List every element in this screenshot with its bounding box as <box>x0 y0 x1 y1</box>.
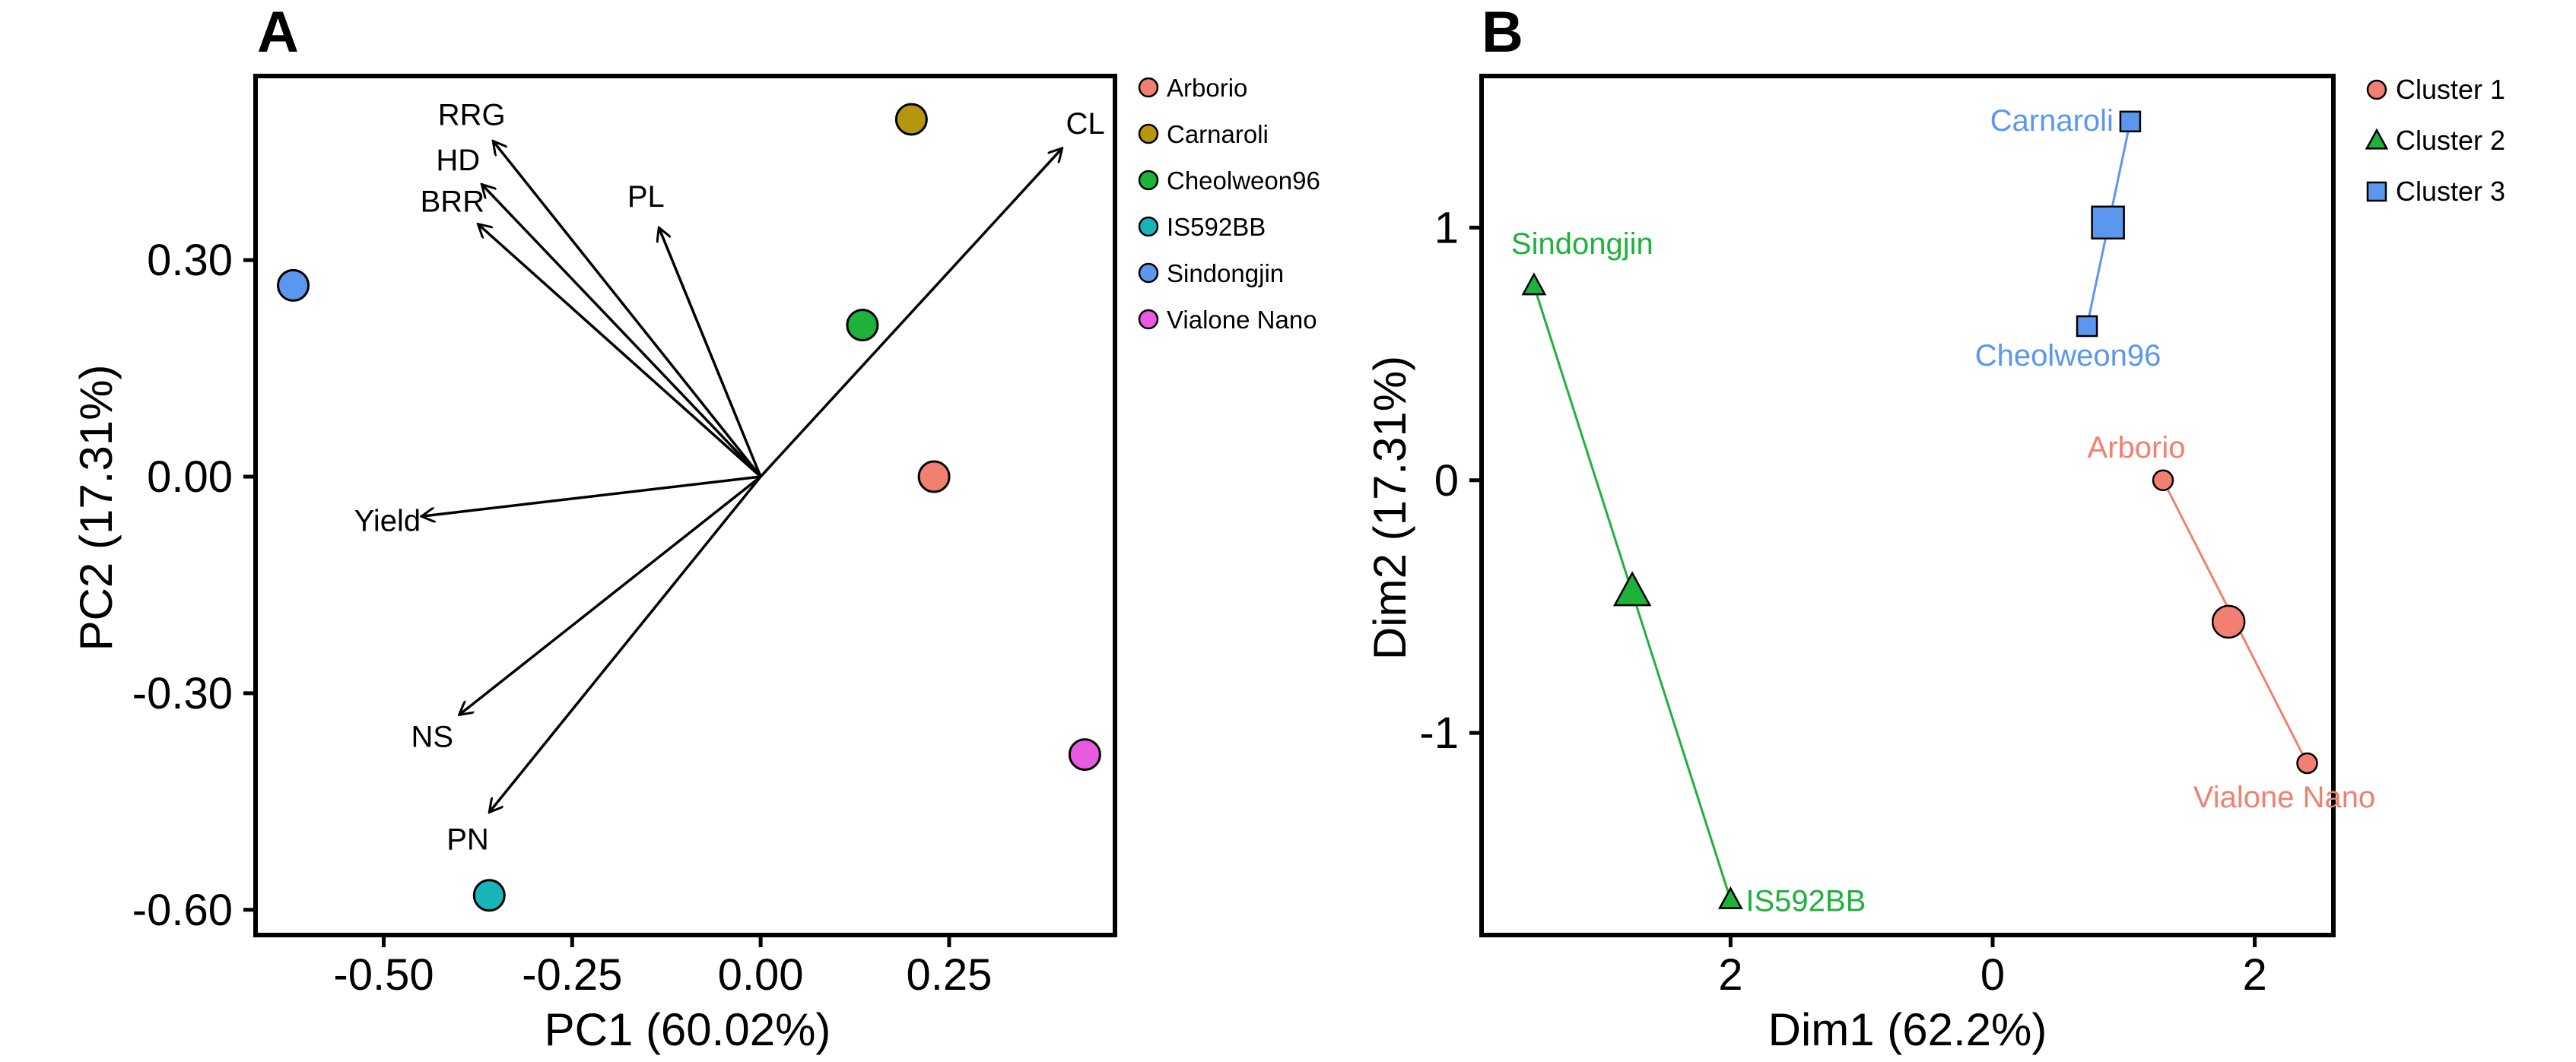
point-vialone-nano <box>2296 752 2318 775</box>
point-cheolweon96 <box>2076 315 2098 338</box>
centroid-cluster-1 <box>2211 604 2246 639</box>
legend-marker-is592bb <box>1138 216 1159 237</box>
point-label-arborio: Arborio <box>2088 431 2186 464</box>
legend-label-is592bb: IS592BB <box>1167 213 1266 241</box>
y-tick-label: -1 <box>1419 709 1459 758</box>
loading-arrow-pl <box>659 227 762 477</box>
point-carnaroli <box>2119 110 2142 133</box>
legend-label-cheolweon96: Cheolweon96 <box>1167 166 1320 195</box>
loading-arrow-brr <box>478 224 762 478</box>
point-label-vialone-nano: Vialone Nano <box>2193 781 2375 814</box>
legend-label-cluster-1: Cluster 1 <box>2396 74 2505 105</box>
centroid-cluster-3 <box>2091 205 2125 240</box>
panel-b-x-axis: 2 0 2 <box>1718 935 2267 1000</box>
y-tick-label: 0.30 <box>147 236 233 285</box>
point-label-sindongjin: Sindongjin <box>1511 227 1653 261</box>
point-sindongjin <box>1521 272 1547 296</box>
legend-label-cluster-2: Cluster 2 <box>2396 125 2505 156</box>
x-tick-label: 2 <box>1718 950 1742 1000</box>
arrow-label-ns: NS <box>411 720 454 753</box>
panel-a-x-axis-title: PC1 (60.02%) <box>545 1004 831 1055</box>
point-label-is592bb: IS592BB <box>1745 884 1866 918</box>
panel-b-y-axis-title: Dim2 (17.31%) <box>1364 356 1415 660</box>
panel-a-y-axis-title: PC2 (17.31%) <box>71 365 122 651</box>
legend-marker-carnaroli <box>1138 123 1159 144</box>
point-cheolweon96 <box>846 309 879 342</box>
point-vialone-nano <box>1068 738 1101 772</box>
legend-label-carnaroli: Carnaroli <box>1167 120 1269 148</box>
y-tick-label: 1 <box>1434 203 1459 252</box>
legend-marker-arborio <box>1138 77 1159 98</box>
panel-b: B Arborio Vialone Nano Sindongjin IS592BB Ca… <box>1364 0 2505 1055</box>
panel-a-plot-frame <box>253 74 1117 937</box>
legend-label-arborio: Arborio <box>1167 74 1247 102</box>
arrow-label-rrg: RRG <box>438 98 506 132</box>
legend-label-vialone-nano: Vialone Nano <box>1167 306 1317 334</box>
x-tick-label: 0 <box>1980 950 2005 1000</box>
centroid-cluster-2 <box>1612 571 1652 607</box>
arrow-label-yield: Yield <box>354 504 421 537</box>
y-tick-label: 0.00 <box>147 452 233 502</box>
loading-arrow-cl <box>759 148 1062 478</box>
loading-arrow-pn <box>489 475 762 813</box>
legend-marker-cheolweon96 <box>1138 170 1159 191</box>
panel-a-label: A <box>257 0 299 65</box>
arrow-label-pn: PN <box>446 823 489 857</box>
point-arborio <box>917 460 951 493</box>
panel-b-y-axis: 1 0 -1 <box>1419 203 1482 758</box>
arrow-label-hd: HD <box>436 144 480 177</box>
arrow-label-brr: BRR <box>421 185 484 219</box>
point-is592bb <box>472 879 506 912</box>
legend-marker-cluster-3 <box>2366 181 2387 202</box>
panel-a-y-axis: 0.30 0.00 -0.30 -0.60 <box>132 236 256 935</box>
panel-a-x-axis: -0.50 -0.25 0.00 0.25 <box>333 935 992 1000</box>
panel-a-arrow-labels: RRG HD BRR PL CL Yield NS PN <box>354 98 1105 856</box>
loading-arrow-rrg <box>493 141 762 478</box>
panel-b-points <box>1521 110 2318 909</box>
legend-label-cluster-3: Cluster 3 <box>2396 176 2505 207</box>
point-sindongjin <box>277 268 310 302</box>
legend-label-sindongjin: Sindongjin <box>1167 259 1284 287</box>
x-tick-label: -0.25 <box>522 950 622 1000</box>
legend-marker-cluster-1 <box>2366 79 2387 100</box>
y-tick-label: -0.30 <box>132 669 233 718</box>
y-tick-label: -0.60 <box>132 886 233 935</box>
panel-b-plot-frame <box>1479 74 2336 937</box>
legend-marker-vialone-nano <box>1138 309 1159 330</box>
panel-b-point-labels: Arborio Vialone Nano Sindongjin IS592BB Carn… <box>1511 104 2375 918</box>
loading-arrow-yield <box>421 475 761 516</box>
legend-marker-sindongjin <box>1138 262 1159 284</box>
point-is592bb <box>1717 886 1743 909</box>
panel-a-legend: Arborio Carnaroli Cheolweon96 IS592BB Sindon… <box>1138 74 1320 334</box>
loading-arrow-ns <box>459 475 762 715</box>
panel-a-loading-arrows <box>421 141 1062 812</box>
point-label-carnaroli: Carnaroli <box>1990 104 2114 138</box>
x-tick-label: -0.50 <box>333 950 434 1000</box>
point-label-cheolweon96: Cheolweon96 <box>1975 339 2161 372</box>
x-tick-label: 2 <box>2242 950 2266 1000</box>
loading-arrow-hd <box>481 184 762 478</box>
panel-a-points <box>277 103 1101 912</box>
x-tick-label: 0.00 <box>718 950 804 1000</box>
legend-marker-cluster-2 <box>2365 128 2389 150</box>
arrow-label-cl: CL <box>1066 107 1104 141</box>
point-carnaroli <box>894 103 928 136</box>
panel-b-label: B <box>1482 0 1523 65</box>
point-arborio <box>2152 469 2174 492</box>
panel-b-x-axis-title: Dim1 (62.2%) <box>1768 1004 2047 1055</box>
panel-b-legend: Cluster 1 Cluster 2 Cluster 3 <box>2365 74 2505 207</box>
x-tick-label: 0.25 <box>906 950 992 1000</box>
arrow-label-pl: PL <box>627 180 665 214</box>
y-tick-label: 0 <box>1434 456 1459 506</box>
